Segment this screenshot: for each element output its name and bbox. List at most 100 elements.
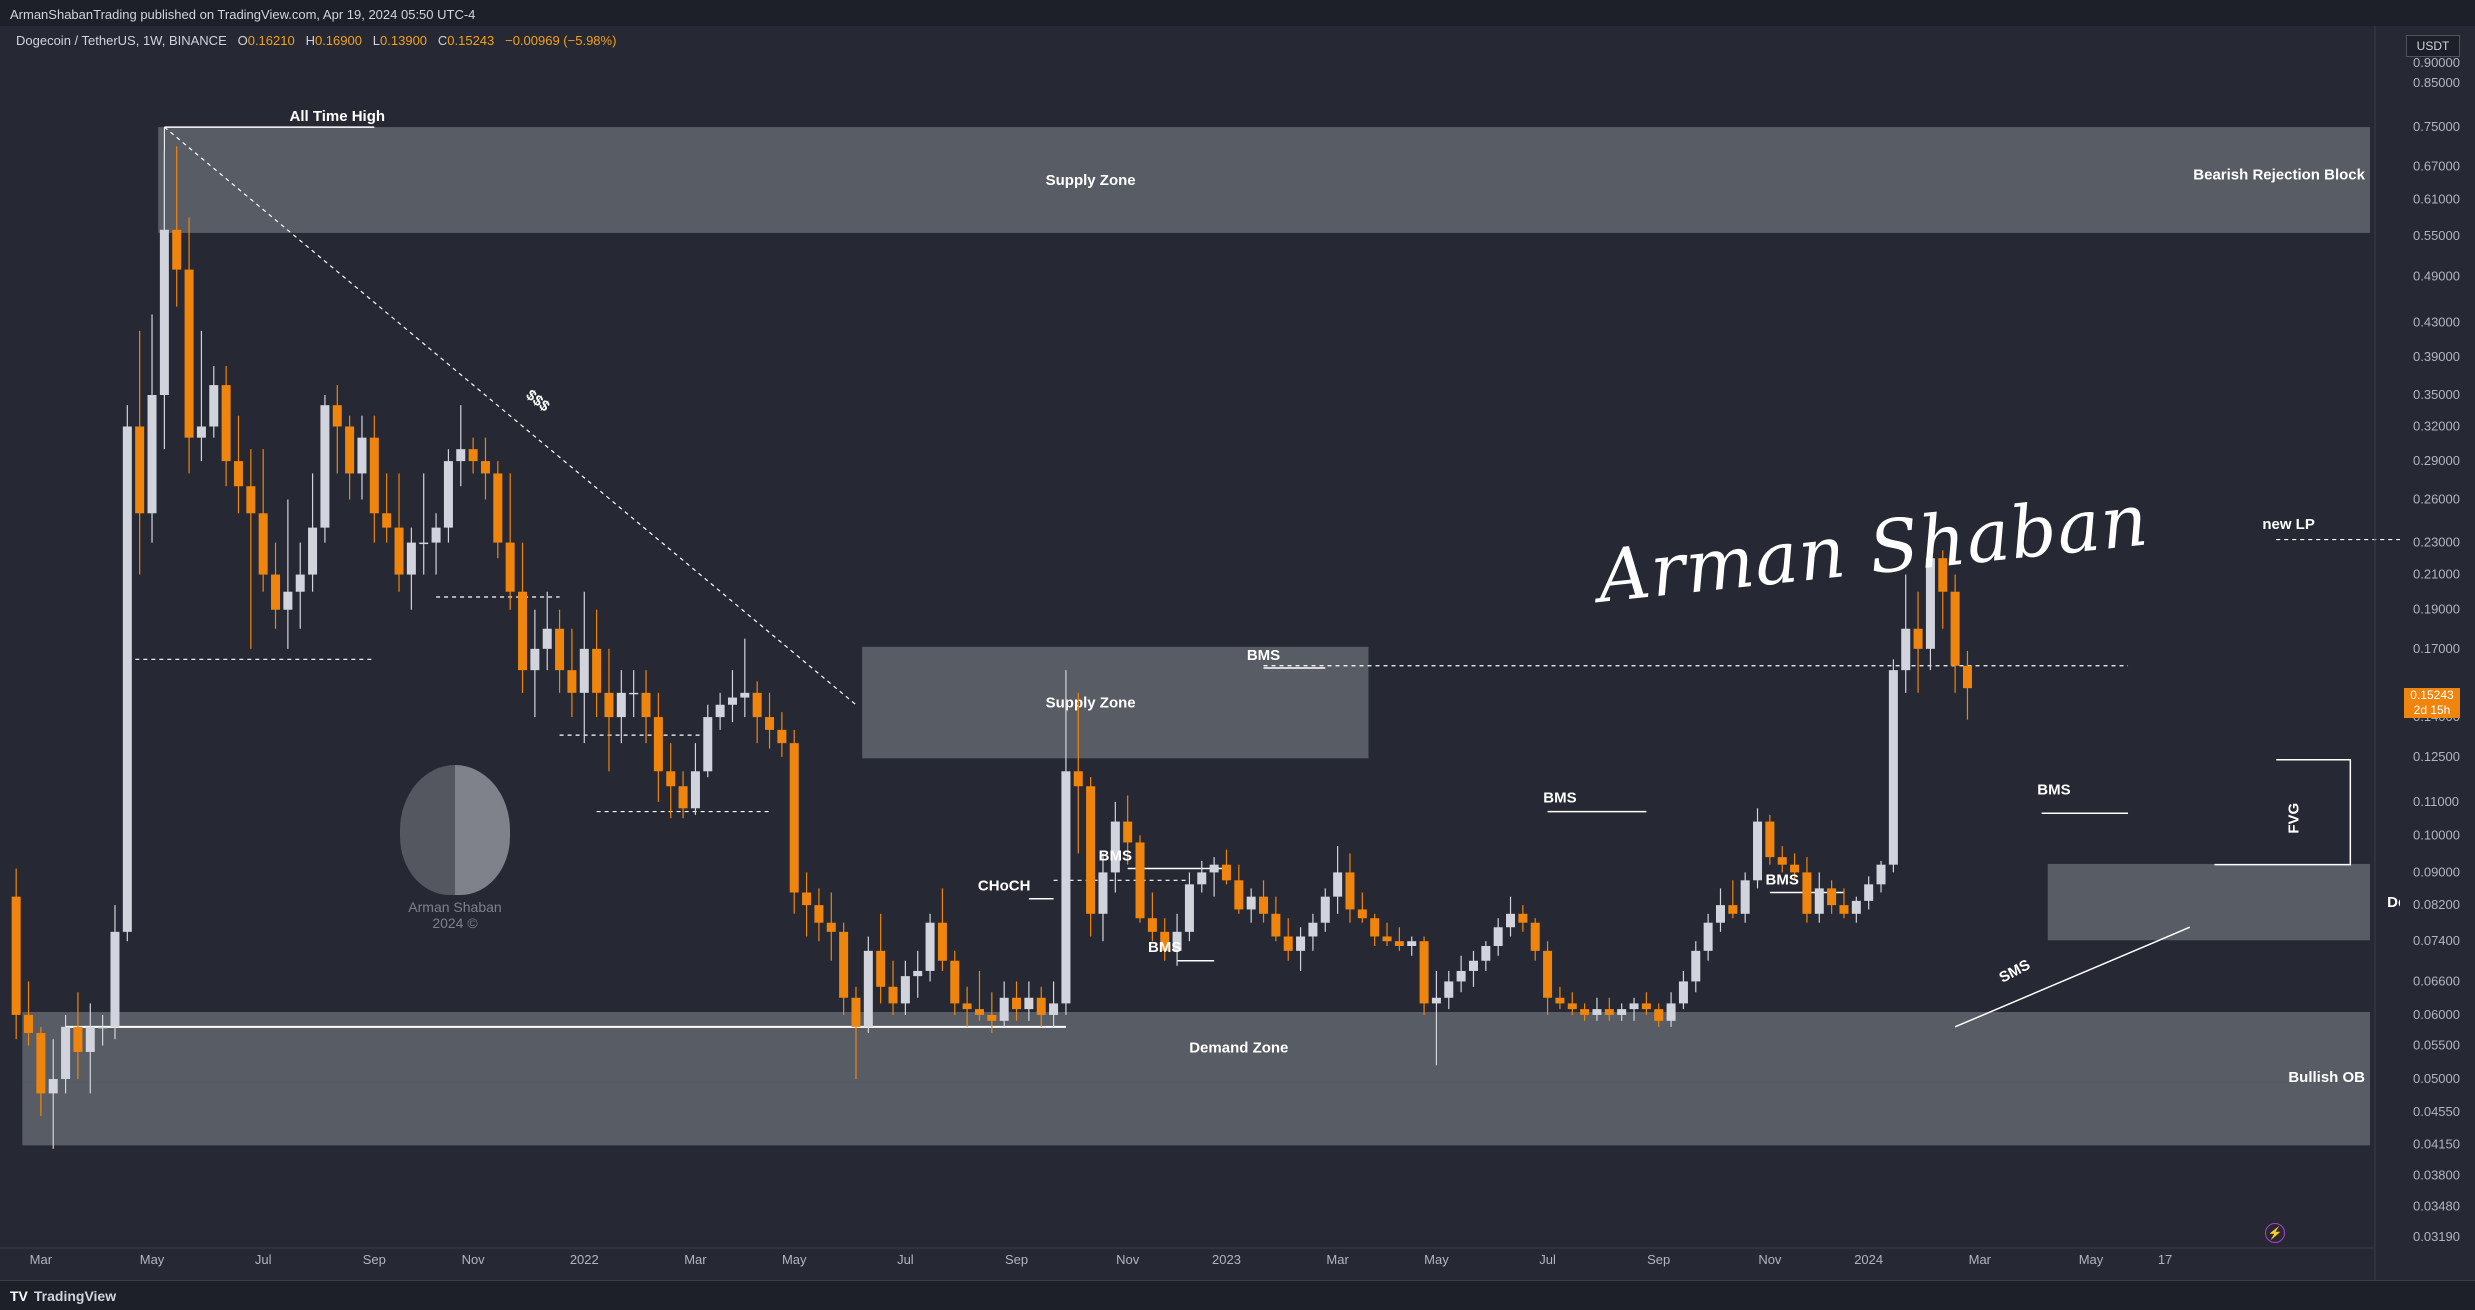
candle-body	[518, 591, 528, 671]
candle-body	[233, 461, 243, 487]
candle-body	[1814, 888, 1824, 914]
candle-body	[1407, 941, 1417, 946]
price-tick: 0.29000	[2413, 453, 2460, 468]
price-tick: 0.32000	[2413, 418, 2460, 433]
candle-body	[1172, 931, 1182, 951]
time-tick: Mar	[1969, 1252, 1992, 1267]
candle-body	[1221, 864, 1231, 881]
candle-body	[1394, 941, 1404, 946]
candle-body	[666, 771, 676, 787]
candle-body	[61, 1026, 71, 1080]
candle-body	[1419, 941, 1429, 1004]
trend-line	[163, 126, 857, 706]
candle-body	[1604, 1009, 1614, 1015]
symbol-legend[interactable]: Dogecoin / TetherUS, 1W, BINANCE O0.1621…	[16, 33, 616, 48]
candle-body	[1827, 888, 1837, 906]
high-value: 0.16900	[314, 33, 362, 48]
candle-body	[1234, 880, 1244, 910]
candle-body	[629, 692, 639, 695]
candle-body	[308, 527, 318, 575]
close-value: 0.15243	[447, 33, 495, 48]
time-tick: 17	[2158, 1252, 2172, 1267]
side-label: Bearish Rejection Block	[2193, 167, 2365, 184]
publish-text: ArmanShabanTrading published on TradingV…	[10, 7, 476, 22]
candle-body	[258, 513, 268, 575]
candle-body	[1888, 670, 1898, 865]
candle-body	[530, 648, 540, 671]
annotation-label: new LP	[2262, 516, 2315, 533]
candle-body	[1802, 872, 1812, 914]
price-tick: 0.61000	[2413, 192, 2460, 207]
symbol-name[interactable]: Dogecoin / TetherUS, 1W, BINANCE	[16, 33, 227, 48]
price-tick: 0.67000	[2413, 159, 2460, 174]
price-tick: 0.03480	[2413, 1198, 2460, 1213]
candle-body	[493, 473, 503, 543]
candle-body	[789, 743, 799, 893]
candle-body	[1431, 997, 1441, 1004]
candle-body	[172, 229, 182, 270]
candle-body	[1308, 922, 1318, 937]
sms-line	[1954, 926, 2191, 1028]
price-tick: 0.49000	[2413, 269, 2460, 284]
price-tick: 0.23000	[2413, 535, 2460, 550]
tradingview-logo[interactable]: TV TradingView	[10, 1288, 116, 1304]
candle-body	[1049, 1003, 1059, 1015]
candle-body	[283, 591, 293, 610]
candle-body	[98, 1026, 108, 1029]
candle-body	[1950, 591, 1960, 666]
price-tick: 0.26000	[2413, 491, 2460, 506]
candle-body	[135, 426, 145, 514]
candle-body	[802, 892, 812, 906]
time-tick: Nov	[462, 1252, 486, 1267]
zone-box	[22, 1082, 2370, 1146]
bar-countdown: 2d 15h	[2413, 703, 2451, 717]
candle-body	[85, 1026, 95, 1052]
time-tick: Mar	[30, 1252, 53, 1267]
candle-body	[1740, 880, 1750, 914]
candle-body	[826, 922, 836, 932]
candle-body	[851, 997, 861, 1027]
candle-body	[36, 1032, 46, 1094]
price-tick: 0.06600	[2413, 973, 2460, 988]
candle-body	[1530, 922, 1540, 951]
candle-body	[900, 976, 910, 1004]
candle-body	[616, 692, 626, 718]
annotations-layer: All Time High $$$ BMS CHoCH BMS BMS BMS BMS BMS S…	[289, 108, 2314, 987]
zone-box	[862, 646, 1369, 759]
candle-body	[1678, 981, 1688, 1004]
candle-body	[1296, 936, 1306, 951]
currency-button[interactable]: USDT	[2406, 35, 2460, 57]
candle-body	[1320, 896, 1330, 923]
candle-body	[1864, 884, 1874, 901]
zone-box	[2047, 863, 2370, 941]
watermark-year: 2024 ©	[432, 915, 478, 931]
candle-body	[184, 269, 194, 438]
candle-body	[876, 950, 886, 987]
candle-body	[1925, 558, 1935, 649]
candle-body	[1036, 997, 1046, 1015]
publish-header: ArmanShabanTrading published on TradingV…	[0, 0, 2475, 26]
candle-body	[369, 437, 379, 514]
candle-body	[1592, 1009, 1602, 1015]
annotation-label: BMS	[1148, 939, 1181, 956]
candle-body	[1901, 628, 1911, 671]
lightning-icon[interactable]: ⚡	[2265, 1223, 2285, 1243]
price-tick: 0.10000	[2413, 827, 2460, 842]
candle-body	[1962, 665, 1972, 689]
candle-body	[1209, 864, 1219, 873]
zone-label: Demand Zone	[1189, 1039, 1288, 1056]
candle-body	[394, 527, 404, 575]
candle-body	[727, 697, 737, 705]
candle-body	[1666, 1003, 1676, 1021]
candle-body	[567, 670, 577, 693]
price-tick: 0.21000	[2413, 567, 2460, 582]
tv-logo-icon: TV	[10, 1288, 28, 1304]
footer-bar: TV TradingView	[0, 1280, 2475, 1310]
price-tick: 0.39000	[2413, 349, 2460, 364]
candle-body	[209, 385, 219, 427]
price-tick: 0.04150	[2413, 1137, 2460, 1152]
annotation-label: CHoCH	[978, 878, 1031, 895]
candle-body	[999, 997, 1009, 1021]
